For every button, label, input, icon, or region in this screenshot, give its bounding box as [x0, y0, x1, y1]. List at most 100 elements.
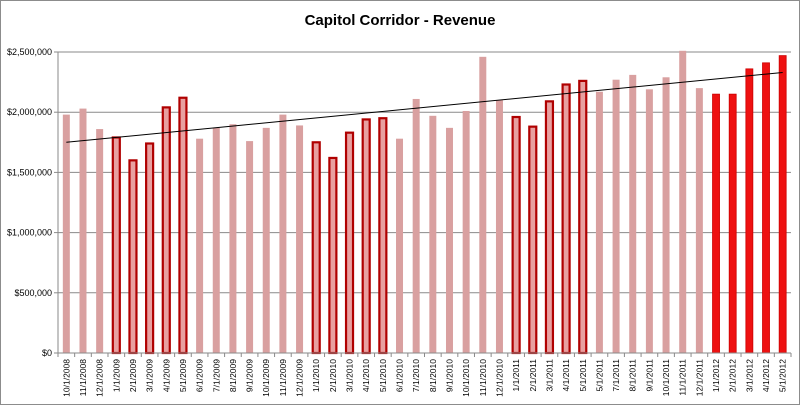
bar: [396, 138, 404, 353]
bar: [111, 136, 121, 355]
x-tick-label: 7/1/2009: [211, 359, 221, 392]
x-tick-label: 8/1/2011: [628, 359, 638, 392]
x-tick-label: 9/1/2009: [245, 359, 255, 392]
x-tick-label: 6/1/2010: [395, 359, 405, 392]
bars: [62, 50, 787, 355]
x-tick-label: 12/1/2011: [694, 359, 704, 396]
x-tick-label: 2/1/2011: [528, 359, 538, 392]
x-tick-label: 11/1/2011: [678, 359, 688, 396]
bar: [196, 138, 204, 353]
bar: [462, 110, 470, 353]
bar: [62, 114, 70, 353]
x-tick-label: 8/1/2010: [428, 359, 438, 392]
y-tick-label: $0: [42, 348, 52, 358]
bar: [246, 141, 254, 353]
x-tick-label: 7/1/2010: [411, 359, 421, 392]
x-tick-label: 12/1/2009: [295, 359, 305, 397]
bar: [296, 125, 304, 353]
bar: [495, 100, 503, 353]
y-tick-label: $500,000: [14, 288, 52, 298]
bar: [212, 127, 220, 354]
bar: [412, 98, 420, 354]
bar: [712, 93, 720, 354]
bar: [578, 79, 588, 355]
bar: [429, 115, 437, 353]
bar: [161, 106, 171, 355]
bar: [511, 115, 521, 355]
y-tick-label: $1,000,000: [7, 228, 52, 238]
x-tick-label: 3/1/2012: [744, 359, 754, 392]
bar: [128, 159, 138, 355]
bar: [479, 56, 487, 353]
x-tick-label: 5/1/2009: [178, 359, 188, 392]
bar: [178, 96, 188, 355]
x-tick-label: 11/1/2010: [478, 359, 488, 396]
bar: [445, 127, 453, 354]
bar: [378, 117, 388, 355]
x-tick-label: 8/1/2009: [228, 359, 238, 392]
bar: [344, 131, 355, 355]
y-tick-label: $2,000,000: [7, 107, 52, 117]
x-tick-label: 7/1/2011: [611, 359, 621, 392]
chart-title: Capitol Corridor - Revenue: [305, 12, 496, 29]
x-tick-label: 10/1/2009: [261, 359, 271, 397]
trendline-line: [66, 71, 783, 143]
bar: [311, 141, 321, 355]
x-tick-label: 11/1/2008: [78, 359, 88, 396]
y-tick-label: $2,500,000: [7, 47, 52, 57]
bar: [229, 124, 237, 354]
x-tick-label: 4/1/2010: [361, 359, 371, 392]
bar: [612, 79, 620, 353]
x-tick-label: 5/1/2011: [594, 359, 604, 392]
bar: [96, 129, 104, 353]
x-tick-label: 12/1/2010: [494, 359, 504, 397]
y-tick-label: $1,500,000: [7, 167, 52, 177]
x-tick-label: 2/1/2009: [128, 359, 138, 392]
bar: [528, 125, 538, 355]
bar: [629, 74, 637, 353]
x-tick-label: 1/1/2011: [511, 359, 521, 392]
x-tick-label: 10/1/2010: [461, 359, 471, 397]
bar: [262, 127, 270, 354]
x-tick-label: 5/1/2010: [378, 359, 388, 392]
x-tick-label: 10/1/2011: [661, 359, 671, 396]
x-tick-label: 1/1/2010: [311, 359, 321, 392]
y-tick-labels: $0 $500,000 $1,000,000 $1,500,000 $2,000,000…: [7, 47, 52, 358]
x-tick-label: 4/1/2011: [561, 359, 571, 392]
x-tick-label: 5/1/2011: [578, 359, 588, 392]
x-tick-label: 2/1/2010: [328, 359, 338, 392]
bar: [679, 50, 687, 354]
bar: [728, 93, 737, 354]
bar: [145, 142, 155, 355]
x-tick-label: 4/1/2012: [761, 359, 771, 392]
x-tick-label: 9/1/2011: [644, 359, 654, 392]
x-tick-label: 5/1/2012: [778, 359, 788, 392]
x-tick-label: 1/1/2012: [711, 359, 721, 392]
bar: [662, 77, 670, 353]
bar: [544, 100, 555, 355]
trendline: [66, 71, 783, 143]
bar: [561, 83, 571, 355]
x-tick-label: 6/1/2009: [195, 359, 205, 392]
x-tick-label: 3/1/2011: [544, 359, 554, 392]
x-tick-label: 10/1/2008: [61, 359, 71, 397]
bar: [745, 68, 754, 354]
x-tick-label: 11/1/2009: [278, 359, 288, 396]
bar: [279, 114, 287, 353]
bar: [695, 88, 703, 354]
x-tick-label: 3/1/2010: [345, 359, 355, 392]
bar: [361, 118, 371, 355]
x-tick-label: 1/1/2009: [111, 359, 121, 392]
x-tick-label: 2/1/2012: [728, 359, 738, 392]
x-tick-label: 12/1/2008: [95, 359, 105, 397]
axes: [57, 52, 792, 357]
x-tick-label: 3/1/2009: [145, 359, 155, 392]
bar: [328, 156, 338, 355]
bar: [778, 55, 787, 354]
bar: [595, 91, 603, 354]
bar: [79, 108, 87, 353]
bar: [645, 89, 653, 353]
x-tick-label: 4/1/2009: [161, 359, 171, 392]
